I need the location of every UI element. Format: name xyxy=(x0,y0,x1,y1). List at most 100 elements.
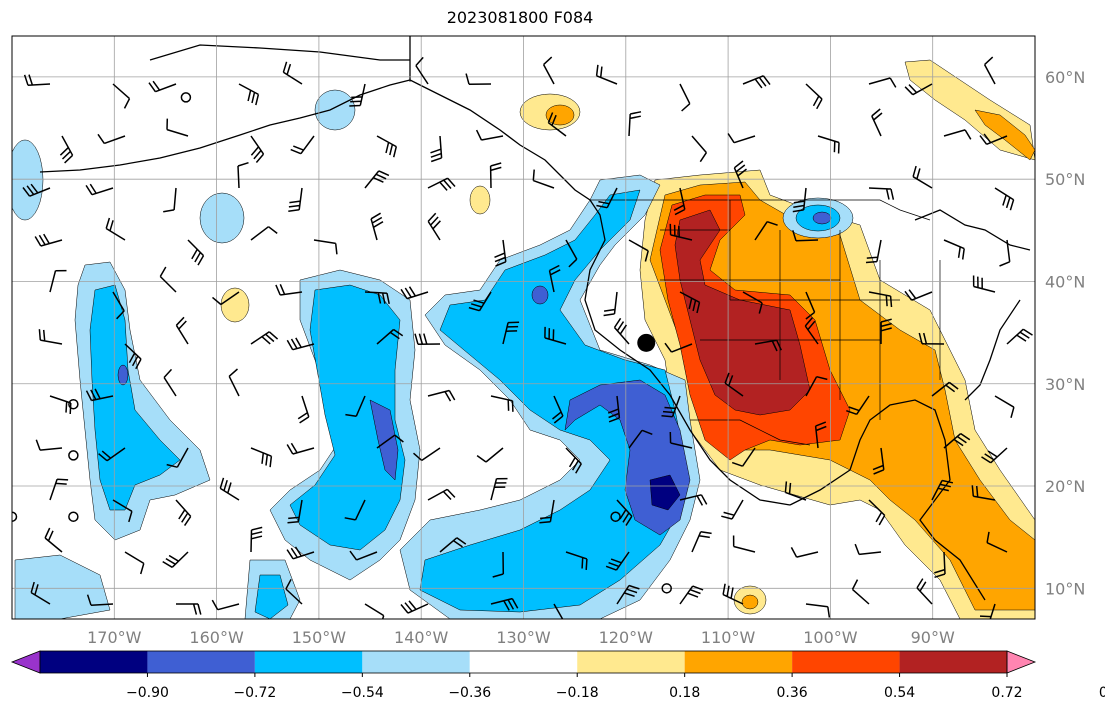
wind-barb xyxy=(502,321,520,345)
wind-barb xyxy=(237,161,249,189)
wind-barb xyxy=(250,226,278,241)
wind-barb xyxy=(805,83,823,110)
wind-barb xyxy=(376,328,404,345)
wind-barb xyxy=(34,233,63,247)
wind-barb xyxy=(979,603,996,619)
calm-circle xyxy=(68,511,79,522)
wind-barb xyxy=(605,551,630,571)
wind-barb xyxy=(742,75,771,89)
wind-barb xyxy=(187,239,205,266)
colorbar-tick-label: −0.36 xyxy=(448,685,491,701)
lat-tick-label: 50°N xyxy=(1045,170,1085,189)
field-yellow-patch-pacific xyxy=(220,287,250,323)
chart-title: 2023081800 F084 xyxy=(446,8,594,27)
wind-barb xyxy=(1006,328,1033,345)
colorbar-segment xyxy=(362,651,470,673)
wind-barb xyxy=(532,169,555,189)
wind-barb xyxy=(732,535,756,553)
wind-barb xyxy=(565,551,588,570)
wind-barb xyxy=(85,183,114,196)
wind-barb xyxy=(400,286,429,300)
wind-barb xyxy=(868,77,897,88)
calm-circle xyxy=(610,511,621,522)
colorbar-min-extension xyxy=(10,650,41,674)
wind-barb xyxy=(427,177,456,191)
wind-barb xyxy=(49,478,69,501)
lon-tick-label: 110°W xyxy=(701,628,756,647)
colorbar-segment xyxy=(684,651,793,673)
wind-barb xyxy=(931,381,959,397)
lon-tick-label: 150°W xyxy=(292,628,347,647)
field-light-blue-patch-west xyxy=(12,139,44,221)
wind-barb xyxy=(112,83,131,109)
wind-barb xyxy=(349,550,378,561)
calm-circle xyxy=(68,398,79,410)
wind-barb xyxy=(607,395,621,423)
wind-barb xyxy=(552,395,564,424)
lat-tick-label: 20°N xyxy=(1045,477,1085,496)
wind-barb xyxy=(112,291,125,320)
wind-barb xyxy=(468,291,492,312)
map-area xyxy=(12,36,1035,619)
wind-barb xyxy=(983,56,996,85)
wind-barb xyxy=(691,135,708,163)
colorbar-tick-label: 0.90 xyxy=(1099,685,1105,701)
wind-barb xyxy=(754,220,778,241)
field-yellow-patch-bc xyxy=(469,185,491,215)
field-light-blue-patch-gulf xyxy=(199,192,245,244)
wind-barb xyxy=(489,162,502,189)
wind-barb xyxy=(804,317,819,345)
wind-barb xyxy=(628,111,642,137)
wind-barb xyxy=(439,537,467,553)
wind-barb xyxy=(854,543,882,556)
wind-barb xyxy=(669,223,693,241)
wind-barb xyxy=(679,83,691,112)
wind-barb xyxy=(44,527,63,553)
wind-barb xyxy=(313,239,338,255)
wind-barb xyxy=(285,578,303,605)
field-orange-patch-alaska xyxy=(545,104,575,126)
lat-tick-label: 10°N xyxy=(1045,579,1085,598)
wind-barb xyxy=(565,239,578,268)
wind-barb xyxy=(490,395,514,412)
wind-barb xyxy=(287,499,303,524)
calm-circle xyxy=(661,583,672,594)
wind-barb xyxy=(616,499,633,526)
wind-barb xyxy=(790,547,819,558)
wind-barb xyxy=(943,432,971,449)
lat-tick-label: 30°N xyxy=(1045,375,1085,394)
colorbar-tick-label: −0.54 xyxy=(341,685,384,701)
wind-barb xyxy=(290,135,315,155)
wind-barb xyxy=(972,275,996,293)
field-orange-patch-south xyxy=(741,594,759,610)
wind-barb xyxy=(475,129,504,141)
wind-barb xyxy=(603,291,618,317)
wind-barb xyxy=(490,597,519,611)
lon-tick-label: 90°W xyxy=(911,628,955,647)
wind-barb xyxy=(49,269,67,293)
colorbar-tick-label: −0.72 xyxy=(233,685,276,701)
field-dark-red-core xyxy=(674,209,811,416)
wind-barb xyxy=(297,395,310,424)
wind-barb xyxy=(613,317,630,345)
wind-barb xyxy=(98,447,126,462)
longitude-labels: 170°W 160°W 150°W 140°W 130°W 120°W 110°W 100°W… xyxy=(87,628,955,647)
wind-barb xyxy=(176,603,202,615)
wind-barb xyxy=(616,584,640,605)
wind-barb xyxy=(238,83,260,106)
wind-barb xyxy=(664,342,693,353)
colorbar-segment xyxy=(577,651,685,673)
lon-tick-label: 140°W xyxy=(394,628,449,647)
wind-barb xyxy=(219,477,240,501)
wind-barb xyxy=(679,494,708,506)
wind-barb xyxy=(669,431,693,449)
wind-barb xyxy=(250,331,279,345)
wind-barb xyxy=(427,389,456,402)
wind-barb xyxy=(754,339,782,352)
wind-barb xyxy=(912,165,933,189)
field-blue-patch-south-central xyxy=(254,574,289,619)
wind-barb xyxy=(250,447,273,468)
wind-barb xyxy=(430,135,443,163)
wind-barb xyxy=(733,160,747,189)
